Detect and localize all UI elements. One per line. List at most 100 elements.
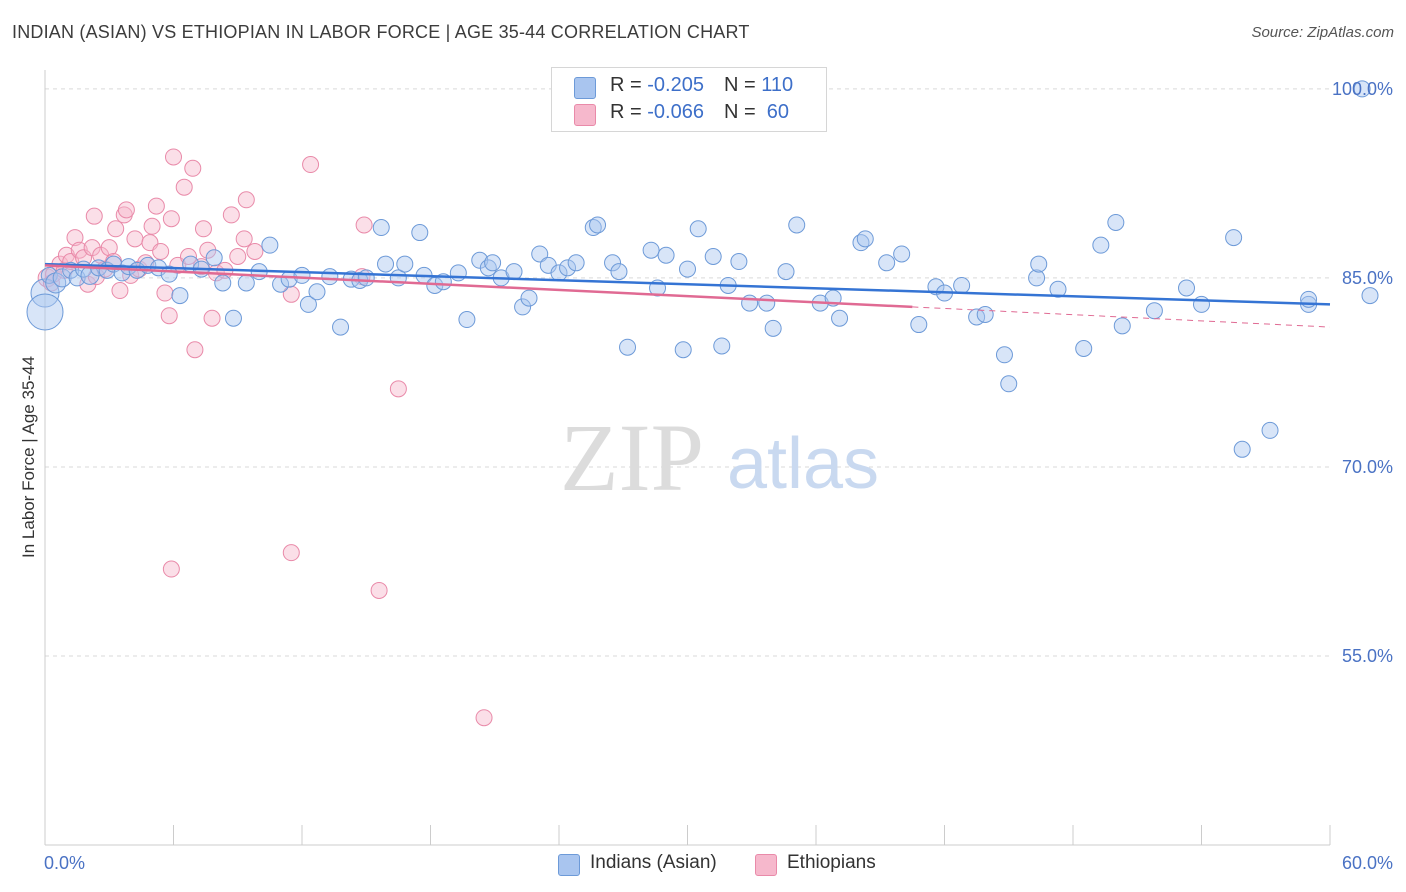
indian-point [878,254,896,272]
indian-point [357,269,375,287]
trend-lines [44,262,1331,328]
y-tick-labels: 55.0% 70.0% 85.0% 100.0% [1332,79,1393,666]
indian-point [449,264,467,282]
indian-point [1028,269,1046,287]
ethiopian-point [156,284,174,302]
ethiopian-point [389,380,407,398]
y-tick-label: 55.0% [1342,646,1393,666]
indian-point [910,316,928,334]
chart-title: INDIAN (ASIAN) VS ETHIOPIAN IN LABOR FOR… [12,22,750,42]
ethiopians-points [37,80,748,727]
indian-point [372,219,390,237]
ethiopian-point [111,282,129,300]
indian-point [514,298,532,316]
indian-point [30,278,60,308]
ethiopian-point [229,248,247,266]
indian-point [610,263,628,281]
ethiopian-point [107,220,125,238]
indian-point [1113,317,1131,335]
indian-point [505,263,523,281]
indian-point [293,266,311,284]
indian-point [237,274,255,292]
legend-text-indians: R = -0.205 N = 110 [610,74,793,97]
indian-point [995,346,1013,364]
ethiopian-point [160,307,178,325]
y-tick-label: 70.0% [1342,457,1393,477]
indian-point [559,259,577,277]
ethiopian-point [85,207,103,225]
indian-point [261,236,279,254]
indian-point [1075,339,1093,357]
indian-point [1092,236,1110,254]
indian-point [396,255,414,273]
bottom-legend-swatch-blue [558,854,580,876]
ethiopian-point [66,229,84,247]
indian-point [657,246,675,264]
indian-point [1225,229,1243,247]
indian-point [604,254,622,272]
ethiopian-point [126,230,144,248]
indian-point [1145,302,1163,320]
indian-point [1107,213,1125,231]
legend-r-label: R = [610,101,648,123]
indian-point [642,241,660,259]
y-tick-label: 85.0% [1342,268,1393,288]
ethiopian-point [152,242,170,260]
indian-point [377,255,395,273]
ethiopian-point [175,178,193,196]
indian-point [764,319,782,337]
ethiopian-point [194,220,212,238]
indian-point [299,295,317,313]
indian-point [1233,440,1251,458]
ethiopian-point [147,197,165,215]
ethiopian-point [370,581,388,599]
ethiopian-point [162,210,180,228]
axes [44,70,1331,846]
ethiopian-point [165,148,182,166]
indian-point [589,216,607,234]
indian-point [531,245,549,263]
indian-point [214,274,232,292]
legend-n-label: N = [723,101,762,123]
indian-point [321,268,339,286]
ethiopian-point [235,230,253,248]
y-tick-label: 100.0% [1332,79,1393,99]
indian-point [1261,421,1279,439]
ethiopian-point [246,242,264,260]
indian-point [893,245,911,263]
indian-point [1000,375,1018,393]
bottom-legend-label-indians: Indians (Asian) [590,852,717,873]
legend-n-value: 60 [761,101,790,123]
watermark-zip: ZIP [560,404,704,511]
ethiopian-point [184,159,202,177]
ethiopian-point [186,341,204,359]
indian-point [730,253,748,271]
ethiopian-point [282,544,300,562]
indian-point [758,294,776,312]
watermark-atlas: atlas [727,424,879,504]
ethiopian-point [143,217,161,235]
indian-point [976,305,994,323]
indian-point [308,283,326,301]
source-label: Source: ZipAtlas.com [1251,24,1394,41]
legend-text-ethiopians: R = -0.066 N = 60 [610,101,789,124]
ethiopian-point [302,156,320,174]
grid-lines [45,88,1330,657]
indian-point [713,337,731,355]
indian-point [689,220,707,238]
indian-point [1361,287,1379,305]
ethiopian-point [203,309,221,327]
ethiopian-point [475,709,493,727]
indian-point [741,294,759,312]
indians-trend-line [44,262,1331,306]
indian-point [1030,255,1048,273]
ethiopian-point [117,201,135,219]
ethiopian-point [100,239,118,257]
indian-point [1178,279,1196,297]
indian-point [567,254,585,272]
x-tick-label-max: 60.0% [1342,853,1393,873]
ethiopians-trend-line [44,264,913,309]
indian-point [704,248,722,266]
ethiopian-point [162,560,180,578]
